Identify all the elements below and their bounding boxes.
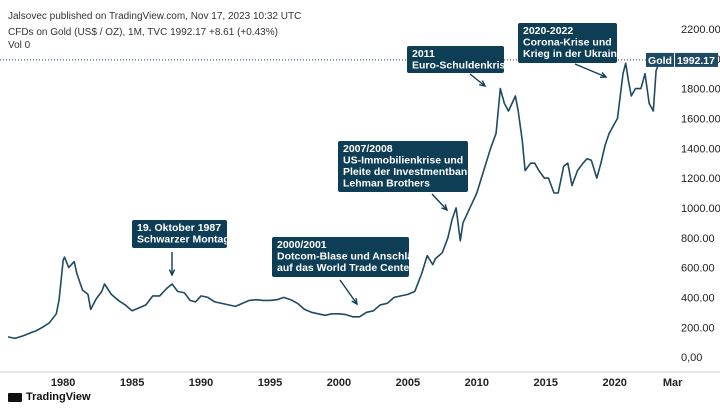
annotation-arrowhead: [441, 204, 449, 212]
x-tick-label: 1995: [258, 377, 282, 389]
tradingview-logo-icon: [8, 392, 22, 402]
annotation-text: Schwarzer Montag: [137, 234, 230, 246]
symbol-info: CFDs on Gold (US$ / OZ), 1M, TVC 1992.17…: [8, 27, 278, 38]
y-tick-label: 1600.00: [681, 113, 720, 125]
annotation-text: Corona-Krise und: [523, 37, 612, 49]
x-tick-label: 2015: [534, 377, 558, 389]
annotation-text: Krieg in der Ukraine: [523, 48, 623, 60]
tradingview-logo[interactable]: TradingView: [8, 391, 91, 403]
annotation-box: [518, 23, 617, 63]
annotation-box: [132, 220, 227, 248]
annotation-text: Pleite der Investmentbank: [343, 166, 473, 178]
last-price-value: 1992.17: [677, 55, 715, 67]
annotation-text: Lehman Brothers: [343, 178, 430, 190]
y-tick-label: 600.00: [681, 263, 715, 275]
y-tick-label: 0,00: [681, 352, 702, 364]
annotation-text: 2007/2008: [343, 143, 393, 155]
gold-price-line[interactable]: [7, 59, 670, 340]
x-tick-label: 2000: [327, 377, 351, 389]
y-tick-label: 400.00: [681, 292, 715, 304]
annotation-arrow: [574, 63, 607, 78]
y-tick-label: 1200.00: [681, 173, 720, 185]
annotation-arrowhead: [351, 297, 358, 306]
annotation-text: 19. Oktober 1987: [137, 222, 221, 234]
y-tick-label: 800.00: [681, 233, 715, 245]
annotation-box: [338, 141, 468, 192]
annotation-box: [272, 237, 409, 277]
annotation-text: Dotcom-Blase und Anschläge: [277, 251, 426, 263]
annotation-arrow: [431, 193, 448, 211]
annotation-arrow: [339, 279, 358, 305]
published-info: Jalsovec published on TradingView.com, N…: [8, 11, 302, 22]
annotation-box: [407, 46, 504, 73]
tradingview-logo-text: TradingView: [26, 391, 91, 403]
last-price-name: Gold: [648, 55, 672, 67]
annotation-text: Euro-Schuldenkrise: [412, 60, 511, 72]
y-tick-label: 1400.00: [681, 143, 720, 155]
annotation-text: 2000/2001: [277, 239, 327, 251]
y-tick-label: 2200.00: [681, 24, 720, 36]
x-tick-label: 2005: [396, 377, 420, 389]
y-tick-label: 200.00: [681, 322, 715, 334]
annotation-text: 2011: [412, 48, 435, 60]
x-tick-label: 1990: [189, 377, 213, 389]
last-price-name-box: [646, 52, 674, 67]
x-tick-label: 2020: [602, 377, 626, 389]
annotation-arrowhead: [478, 80, 487, 88]
x-tick-label: 1980: [51, 377, 75, 389]
annotation-arrowhead: [599, 72, 608, 79]
x-tick-label: 2010: [465, 377, 489, 389]
annotation-arrow: [469, 73, 486, 87]
x-tick-label: 1985: [120, 377, 144, 389]
volume-info: Vol 0: [8, 40, 31, 51]
annotation-arrowhead: [168, 269, 176, 277]
annotation-text: auf das World Trade Center: [277, 262, 413, 274]
y-tick-label: 1800.00: [681, 84, 720, 96]
last-price-value-box: [675, 52, 718, 67]
y-tick-label: 1000.00: [681, 203, 720, 215]
x-tick-label: Mar: [663, 377, 683, 389]
annotation-text: US-Immobilienkrise und: [343, 155, 463, 167]
annotation-text: 2020-2022: [523, 25, 573, 37]
